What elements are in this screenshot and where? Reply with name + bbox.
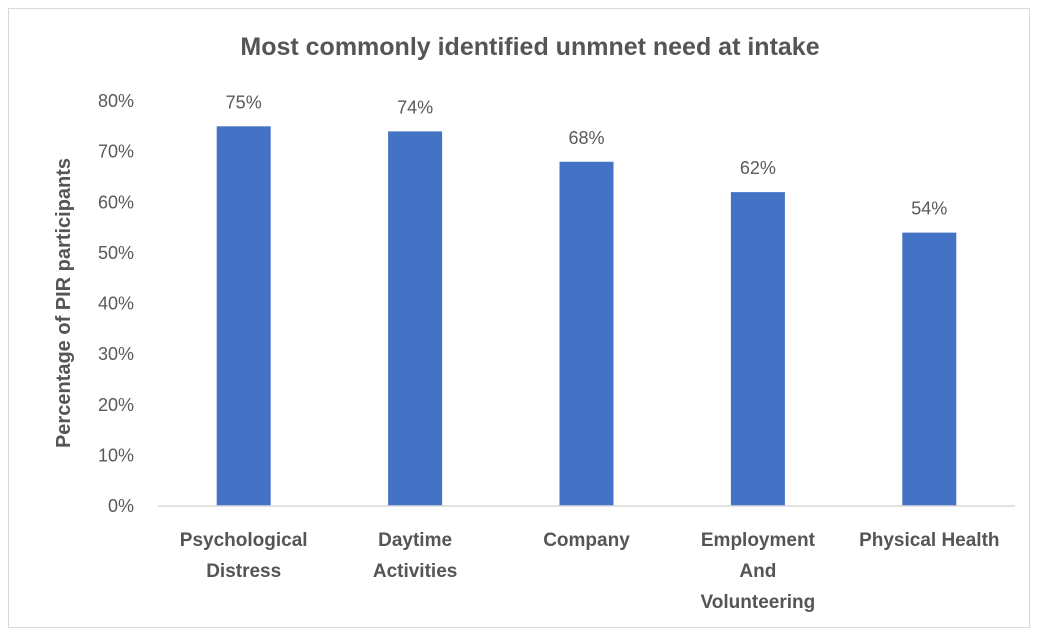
x-axis-category-labels: Psychological Distress Daytime Activities Co… [180, 530, 1000, 613]
y-tick-label: 10% [98, 445, 134, 465]
x-category-label: Daytime Activities [373, 530, 457, 582]
y-tick-label: 0% [108, 496, 134, 516]
bar [388, 131, 443, 506]
x-category-label: Physical Health [859, 530, 999, 551]
x-category-label-line: Company [543, 530, 630, 551]
bar [730, 192, 785, 506]
bar-data-label: 62% [740, 158, 776, 178]
x-category-label-line: And [739, 561, 776, 582]
y-tick-label: 40% [98, 294, 134, 314]
x-category-label-line: Activities [373, 561, 457, 582]
x-category-label-line: Employment [701, 530, 816, 551]
y-axis-title: Percentage of PIR participants [53, 158, 75, 448]
x-category-label-line: Distress [206, 561, 281, 582]
chart-title: Most commonly identified unmnet need at … [240, 33, 819, 61]
chart-frame [8, 8, 1030, 628]
y-axis-ticks: 0% 10% 20% 30% 40% 50% 60% 70% 80% [98, 91, 134, 516]
x-category-label: Psychological Distress [180, 530, 308, 582]
y-tick-label: 60% [98, 192, 134, 212]
x-category-label-line: Physical Health [859, 530, 999, 551]
bar-data-label: 68% [568, 128, 604, 148]
data-labels: 75% 74% 68% 62% 54% [226, 92, 948, 218]
bar-data-label: 54% [911, 199, 947, 219]
bar-data-label: 74% [397, 97, 433, 117]
y-tick-label: 30% [98, 344, 134, 364]
y-tick-label: 70% [98, 142, 134, 162]
x-category-label-line: Volunteering [701, 592, 816, 613]
x-category-label: Employment And Volunteering [701, 530, 816, 613]
bars [216, 126, 957, 506]
bar [902, 232, 957, 506]
bar-data-label: 75% [226, 92, 262, 112]
bar [559, 161, 614, 506]
y-tick-label: 20% [98, 395, 134, 415]
x-category-label-line: Psychological [180, 530, 308, 551]
x-category-label-line: Daytime [378, 530, 452, 551]
x-category-label: Company [543, 530, 630, 551]
bar [216, 126, 271, 506]
y-tick-label: 80% [98, 91, 134, 111]
y-tick-label: 50% [98, 243, 134, 263]
